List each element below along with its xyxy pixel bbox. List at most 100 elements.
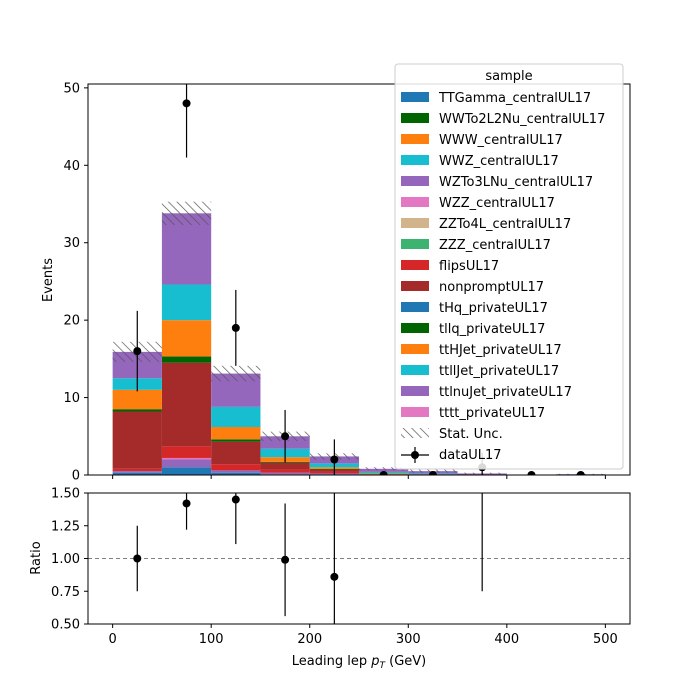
main-plot-frame xyxy=(87,83,631,476)
y-tick-label: 50 xyxy=(63,81,80,96)
ratio-point xyxy=(133,554,142,563)
ratio-point xyxy=(330,572,339,581)
x-tick-label: 300 xyxy=(396,632,421,647)
y-axis-label-ratio: Ratio xyxy=(29,541,44,574)
ratio-point xyxy=(182,499,191,508)
legend-swatch xyxy=(401,260,429,270)
legend-swatch xyxy=(401,386,429,396)
main-y-axis: 0 10 20 30 40 50 xyxy=(63,81,88,484)
legend-label: WWW_centralUL17 xyxy=(439,133,563,148)
legend-label: Stat. Unc. xyxy=(439,427,503,442)
legend-data-marker xyxy=(411,451,419,459)
bar-segment-TTGamma_centralUL17-bin0 xyxy=(112,472,162,475)
bar-segment-WZTo3LNu_centralUL17-bin0 xyxy=(112,471,162,473)
data-point xyxy=(527,471,536,475)
legend-label: WZZ_centralUL17 xyxy=(439,196,555,211)
bar-segment-ttllJet_privateUL17-bin1 xyxy=(161,284,212,321)
legend-label: WWTo2L2Nu_centralUL17 xyxy=(439,112,605,127)
legend-box xyxy=(394,63,624,470)
bar-segment-TTGamma_centralUL17-bin1 xyxy=(161,467,212,475)
legend-swatch xyxy=(401,197,429,207)
stat-unc-band-bin2 xyxy=(211,365,261,382)
legend-label: tHq_privateUL17 xyxy=(439,301,548,316)
y-tick-label: 10 xyxy=(63,391,80,406)
legend-swatch xyxy=(401,365,429,375)
y-tick-label: 20 xyxy=(63,314,80,329)
legend-label: tttt_privateUL17 xyxy=(439,406,545,421)
data-points xyxy=(133,84,585,475)
legend-label: TTGamma_centralUL17 xyxy=(438,91,591,106)
bar-segment-tllq_privateUL17-bin0 xyxy=(112,409,162,412)
legend-swatch xyxy=(401,407,429,417)
bar-segment-ttHJet_privateUL17-bin1 xyxy=(161,320,212,357)
bar-segment-flipsUL17-bin1 xyxy=(161,446,212,458)
bar-segment-TTGamma_centralUL17-bin2 xyxy=(211,472,261,475)
x-tick-label: 500 xyxy=(593,632,618,647)
legend-title: sample xyxy=(485,69,532,84)
y-tick-label: 1.00 xyxy=(51,552,80,567)
x-tick-label: 0 xyxy=(108,632,116,647)
legend-swatch xyxy=(401,92,429,102)
legend-swatch xyxy=(401,134,429,144)
bar-segment-tllq_privateUL17-bin2 xyxy=(211,439,261,442)
legend-label: WWZ_centralUL17 xyxy=(439,154,559,169)
legend-swatch xyxy=(401,281,429,291)
bar-segment-ttHJet_privateUL17-bin0 xyxy=(112,389,162,410)
legend-swatch xyxy=(401,323,429,333)
data-point xyxy=(133,347,142,356)
bar-segment-flipsUL17-bin3 xyxy=(260,469,310,473)
legend-swatch xyxy=(401,176,429,186)
legend-swatch xyxy=(401,218,429,228)
y-tick-label: 40 xyxy=(63,159,80,174)
x-tick-label: 200 xyxy=(297,632,322,647)
y-tick-label: 30 xyxy=(63,236,80,251)
bar-segment-nonpromptUL17-bin1 xyxy=(161,362,212,447)
data-point xyxy=(182,99,191,108)
data-point xyxy=(281,432,290,441)
ratio-x-axis: 0 100 200 300 400 500 xyxy=(108,624,618,647)
y-axis-label-events: Events xyxy=(41,258,56,302)
legend-label: ZZTo4L_centralUL17 xyxy=(439,217,571,232)
bar-segment-nonpromptUL17-bin3 xyxy=(260,462,310,470)
legend-swatch xyxy=(401,113,429,123)
legend-label: ttlnuJet_privateUL17 xyxy=(439,385,572,400)
y-tick-label: 1.25 xyxy=(51,519,80,534)
bar-segment-WZZ_centralUL17-bin1 xyxy=(161,457,212,460)
data-point xyxy=(379,471,388,475)
bar-segment-flipsUL17-bin0 xyxy=(112,468,162,472)
legend-label: tllq_privateUL17 xyxy=(439,322,545,337)
y-tick-label: 0.75 xyxy=(51,585,80,600)
ratio-plot-frame xyxy=(87,492,631,625)
ratio-point xyxy=(231,495,240,504)
bar-segment-WZTo3LNu_centralUL17-bin2 xyxy=(211,470,261,473)
bar-segment-ttllJet_privateUL17-bin2 xyxy=(211,406,261,427)
ratio-y-axis: 0.50 0.75 1.00 1.25 1.50 xyxy=(51,487,88,633)
main-plot-panel: 0 10 20 30 40 50 Events sample TTGamma_central… xyxy=(41,63,631,484)
x-axis-label: Leading lep pT (GeV) xyxy=(292,654,426,671)
bar-segment-flipsUL17-bin2 xyxy=(211,464,261,471)
y-tick-label: 0.50 xyxy=(51,618,80,633)
ratio-points xyxy=(133,493,483,624)
data-point xyxy=(231,323,240,332)
data-point xyxy=(330,455,339,464)
legend-label: dataUL17 xyxy=(439,448,502,463)
legend-label: flipsUL17 xyxy=(439,259,499,274)
ratio-plot-panel: 0 100 200 300 400 500 0.50 0.75 1.00 1.25 1.50 Ra… xyxy=(29,487,631,671)
bar-segment-tllq_privateUL17-bin1 xyxy=(161,356,212,363)
legend-swatch xyxy=(401,302,429,312)
legend-label: nonpromptUL17 xyxy=(439,280,544,295)
bar-segment-WZTo3LNu_centralUL17-bin1 xyxy=(161,459,212,468)
legend-label: ttHJet_privateUL17 xyxy=(439,343,562,358)
stat-unc-band-bin1 xyxy=(161,201,212,225)
legend-swatch-stat-unc xyxy=(401,428,429,438)
y-tick-label: 0 xyxy=(72,469,80,484)
legend-label: ttllJet_privateUL17 xyxy=(439,364,559,379)
bar-segment-nonpromptUL17-bin2 xyxy=(211,441,261,465)
x-tick-label: 400 xyxy=(494,632,519,647)
legend-label: ZZZ_centralUL17 xyxy=(439,238,551,253)
main-x-ticks xyxy=(112,475,606,479)
x-tick-label: 100 xyxy=(199,632,224,647)
legend-swatch xyxy=(401,239,429,249)
legend-swatch xyxy=(401,344,429,354)
